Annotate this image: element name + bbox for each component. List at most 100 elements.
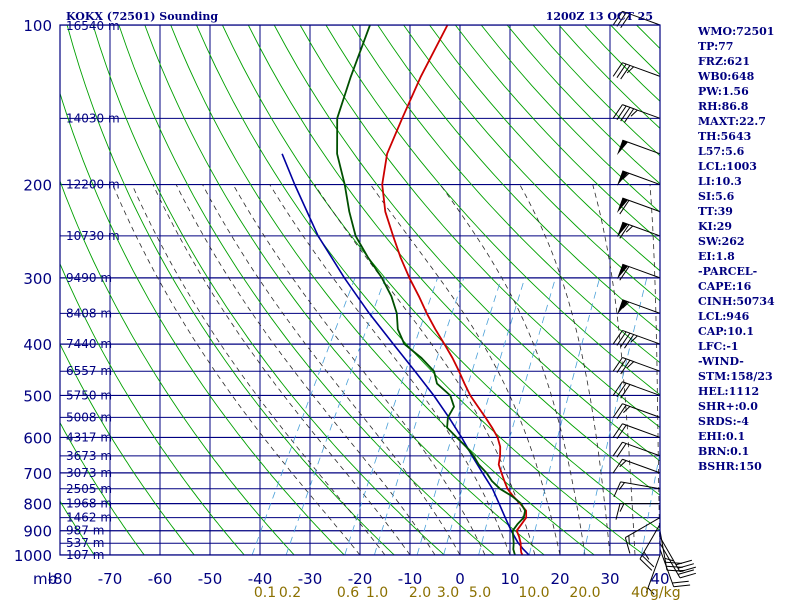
- stability-index: EHI:0.1: [698, 430, 745, 443]
- dry-adiabat: [299, 25, 660, 429]
- height-label: 7440 m: [66, 337, 112, 351]
- dry-adiabat: [118, 25, 495, 555]
- dry-adiabat: [247, 25, 660, 496]
- dry-adiabat: [429, 25, 660, 272]
- pressure-tick-label: 500: [23, 387, 52, 405]
- height-label: 537 m: [66, 536, 104, 550]
- height-label: 8408 m: [66, 306, 112, 320]
- temperature-tick-label: 0: [455, 570, 465, 588]
- stability-index: L57:5.6: [698, 145, 745, 158]
- pressure-tick-label: 400: [23, 336, 52, 354]
- stability-index: -WIND-: [698, 355, 744, 368]
- wind-barb: [612, 423, 661, 440]
- moist-adiabat: [232, 184, 486, 555]
- pressure-tick-label: 200: [23, 177, 52, 195]
- stability-index: SI:5.6: [698, 190, 735, 203]
- pressure-tick-label: 800: [23, 496, 52, 514]
- pressure-tick-label: 900: [23, 523, 52, 541]
- temperature-tick-label: -70: [98, 570, 123, 588]
- pressure-tick-label: 1000: [14, 547, 52, 565]
- dry-adiabat: [325, 25, 660, 396]
- mixing-ratio-label: 40: [631, 585, 649, 600]
- mixing-ratio-line: [344, 277, 438, 555]
- pressure-unit-label: mb: [33, 570, 57, 588]
- dry-adiabat: [377, 25, 660, 333]
- mixing-ratio-line: [285, 277, 386, 555]
- valid-time: 1200Z 13 OCT 25: [546, 10, 653, 23]
- stability-index: SHR+:0.0: [698, 400, 758, 413]
- wind-barb: [616, 221, 661, 239]
- adiabat-layer: [60, 25, 660, 555]
- temperature-tick-label: -60: [148, 570, 173, 588]
- wind-barb: [615, 503, 660, 520]
- temperature-tick-label: 40: [650, 570, 669, 588]
- temperature-tick-label: -30: [298, 570, 323, 588]
- stability-index: BRN:0.1: [698, 445, 749, 458]
- plot-border: [59, 24, 661, 556]
- height-label: 3073 m: [66, 466, 112, 480]
- temperature-tick-label: -80: [48, 570, 73, 588]
- height-label: 16540 m: [66, 19, 120, 33]
- wind-barb: [616, 139, 661, 156]
- stability-index: WMO:72501: [697, 25, 774, 38]
- pressure-tick-label: 300: [23, 270, 52, 288]
- stability-index: WB0:648: [697, 70, 755, 83]
- wind-barb: [612, 329, 661, 349]
- stability-index: TT:39: [698, 205, 733, 218]
- dewpoint-line: [336, 25, 526, 555]
- height-label: 10730 m: [66, 229, 120, 243]
- wind-barb: [616, 170, 661, 186]
- dry-adiabat: [92, 25, 445, 555]
- mixing-ratio-line: [443, 277, 526, 555]
- dry-adiabat: [351, 25, 660, 364]
- parcel-trace-line: [281, 153, 530, 555]
- height-label: 12200 m: [66, 178, 120, 192]
- wind-barb: [613, 481, 661, 498]
- stability-index: EI:1.8: [698, 250, 735, 263]
- pressure-tick-label: 100: [23, 17, 52, 35]
- height-label: 5008 m: [66, 410, 112, 424]
- stability-index: TP:77: [698, 40, 733, 53]
- temperature-tick-label: 30: [600, 570, 619, 588]
- height-label: 4317 m: [66, 430, 112, 444]
- dry-adiabat: [60, 343, 195, 555]
- stability-index: TH:5643: [698, 130, 751, 143]
- dry-adiabat: [403, 25, 660, 302]
- stability-index: PW:1.56: [698, 85, 749, 98]
- stability-index: STM:158/23: [698, 370, 773, 383]
- moist-adiabat: [175, 184, 436, 555]
- wind-barb: [639, 524, 661, 571]
- height-label: 2505 m: [66, 482, 112, 496]
- moist-adiabat: [112, 184, 361, 555]
- stability-index: CAPE:16: [698, 280, 752, 293]
- dry-adiabat: [60, 421, 145, 555]
- height-label: 5750 m: [66, 388, 112, 402]
- dry-adiabat: [144, 25, 546, 555]
- wind-barb: [616, 299, 661, 315]
- moist-adiabat: [269, 184, 511, 555]
- stability-index: SW:262: [698, 235, 745, 248]
- stability-index: LCL:1003: [698, 160, 757, 173]
- wind-barb: [612, 104, 661, 123]
- wind-barb: [612, 10, 661, 29]
- stability-index: KI:29: [698, 220, 732, 233]
- stability-index: CINH:50734: [698, 295, 775, 308]
- wind-barb: [645, 554, 661, 595]
- stability-index: HEL:1112: [698, 385, 759, 398]
- height-label: 107 m: [66, 548, 104, 562]
- temperature-line: [381, 25, 528, 555]
- stability-index: RH:86.8: [698, 100, 749, 113]
- height-label: 1462 m: [66, 511, 112, 525]
- stability-index: SRDS:-4: [698, 415, 749, 428]
- mixing-ratio-line: [583, 277, 648, 555]
- mixing-ratio-line: [416, 277, 502, 555]
- mixing-ratio-label: 0.2: [279, 585, 301, 600]
- dry-adiabat: [60, 91, 345, 555]
- wind-barb: [659, 530, 684, 572]
- wind-barb: [616, 197, 661, 215]
- stability-index: LFC:-1: [698, 340, 739, 353]
- dry-adiabat: [66, 25, 395, 555]
- dry-adiabat: [60, 179, 295, 555]
- stability-index: BSHR:150: [698, 460, 762, 473]
